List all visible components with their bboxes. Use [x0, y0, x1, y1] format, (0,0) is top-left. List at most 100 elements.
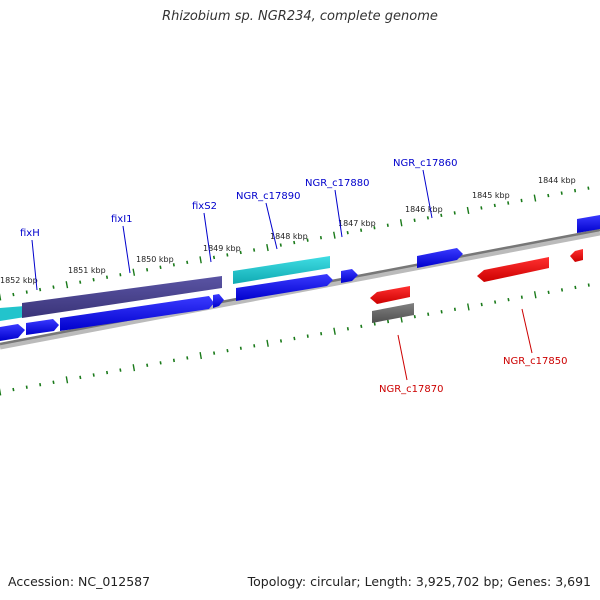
scale-tick-minor	[12, 387, 15, 392]
gene-label-fixS2[interactable]: fixS2	[192, 201, 217, 212]
kbp-label: 1847 kbp	[338, 219, 376, 228]
scale-tick-major	[132, 268, 136, 276]
scale-tick-minor	[212, 255, 216, 260]
scale-tick-minor	[119, 273, 122, 277]
scale-tick-minor	[25, 385, 28, 389]
kbp-label: 1848 kbp	[270, 232, 308, 241]
gene-arrow-right-edge[interactable]	[577, 215, 600, 233]
scale-tick-minor	[119, 368, 122, 372]
scale-tick-minor	[159, 361, 162, 365]
scale-tick-minor	[440, 213, 443, 218]
scale-tick-minor	[52, 380, 55, 385]
gene-arrow-forward[interactable]	[0, 324, 25, 341]
scale-tick-major	[65, 376, 69, 384]
scale-tick-minor	[146, 363, 149, 367]
scale-tick-major	[0, 388, 2, 396]
scale-tick-minor	[373, 322, 376, 326]
scale-tick-major	[132, 364, 136, 372]
scale-tick-minor	[413, 314, 416, 319]
scale-tick-minor	[293, 336, 296, 341]
scale-tick-minor	[253, 344, 256, 348]
kbp-label: 1850 kbp	[136, 255, 174, 264]
gene-arrow-forward[interactable]	[417, 248, 463, 268]
scale-tick-minor	[92, 373, 95, 377]
gene-label-NGR_c17880[interactable]: NGR_c17880	[305, 178, 370, 189]
gene-arrow-forward[interactable]	[236, 274, 333, 301]
scale-tick-minor	[387, 319, 390, 324]
scale-tick-minor	[293, 240, 296, 245]
gene-arrow-reverse[interactable]	[477, 257, 549, 282]
scale-tick-major	[333, 231, 336, 239]
scale-tick-major	[266, 339, 269, 347]
scale-tick-minor	[12, 292, 15, 297]
scale-tick-minor	[386, 223, 389, 227]
scale-tick-minor	[39, 287, 42, 292]
scale-tick-minor	[320, 331, 323, 336]
gene-label-NGR_c17870[interactable]: NGR_c17870	[379, 384, 444, 395]
scale-tick-minor	[480, 206, 483, 210]
scale-tick-minor	[547, 290, 550, 295]
scale-tick-minor	[92, 277, 95, 282]
scale-tick-minor	[39, 382, 42, 387]
scale-tick-minor	[480, 302, 483, 307]
scale-tick-minor	[427, 312, 430, 316]
scale-tick-major	[466, 206, 470, 215]
gene-label-NGR_c17850[interactable]: NGR_c17850	[503, 356, 568, 367]
scale-tick-minor	[520, 198, 523, 203]
kbp-label: 1846 kbp	[405, 205, 443, 214]
gene-arrow-forward[interactable]	[213, 294, 224, 308]
scale-tick-minor	[105, 275, 109, 279]
scale-tick-minor	[79, 280, 82, 284]
label-leaders-forward	[31, 169, 433, 291]
scale-tick-minor	[306, 334, 309, 338]
map-title: Rhizobium sp. NGR234, complete genome	[162, 9, 438, 24]
scale-tick-minor	[507, 201, 510, 205]
scale-tick-minor	[413, 218, 416, 223]
gene-label-fixH[interactable]: fixH	[20, 228, 40, 239]
scale-tick-minor	[426, 216, 429, 220]
scale-tick-minor	[279, 339, 283, 343]
feature-cyan-left[interactable]	[0, 306, 25, 321]
scale-tick-major	[399, 219, 403, 227]
scale-tick-minor	[574, 285, 577, 290]
accession-text: Accession: NC_012587	[8, 574, 151, 589]
feature-gray-bar[interactable]	[372, 303, 414, 323]
scale-tick-minor	[106, 370, 109, 375]
scale-tick-major	[467, 303, 470, 311]
gene-arrow-reverse[interactable]	[370, 286, 410, 304]
scale-tick-major	[0, 293, 2, 301]
scale-tick-major	[266, 243, 269, 252]
scale-ticks-lower	[0, 283, 590, 396]
scale-tick-minor	[306, 238, 309, 242]
gene-arrow-reverse[interactable]	[570, 249, 583, 262]
scale-tick-minor	[360, 228, 363, 232]
feature-cyan-bar[interactable]	[233, 256, 330, 284]
scale-tick-major	[65, 281, 69, 289]
scale-tick-minor	[453, 211, 456, 215]
scale-tick-minor	[547, 193, 550, 198]
gene-label-NGR_c17860[interactable]: NGR_c17860	[393, 158, 458, 169]
scale-tick-minor	[507, 297, 510, 302]
scale-tick-minor	[587, 283, 590, 287]
gene-label-NGR_c17890[interactable]: NGR_c17890	[236, 191, 301, 202]
scale-tick-minor	[373, 226, 376, 230]
gene-label-fixI1[interactable]: fixI1	[111, 214, 133, 225]
scale-tick-minor	[172, 358, 175, 363]
scale-tick-minor	[239, 250, 242, 255]
scale-tick-minor	[493, 203, 496, 208]
scale-tick-minor	[346, 230, 349, 235]
gene-arrow-forward[interactable]	[341, 269, 358, 283]
scale-tick-minor	[186, 356, 189, 360]
kbp-label: 1852 kbp	[0, 276, 38, 285]
kbp-label: 1844 kbp	[538, 176, 576, 185]
scale-tick-major	[333, 327, 336, 335]
gene-arrow-forward[interactable]	[60, 296, 214, 331]
gene-arrow-forward[interactable]	[26, 319, 59, 335]
scale-tick-minor	[226, 348, 229, 353]
scale-tick-minor	[253, 248, 256, 252]
scale-tick-minor	[79, 375, 82, 380]
scale-tick-minor	[213, 351, 216, 355]
feature-purple-bar[interactable]	[22, 276, 222, 318]
scale-tick-minor	[520, 295, 523, 299]
